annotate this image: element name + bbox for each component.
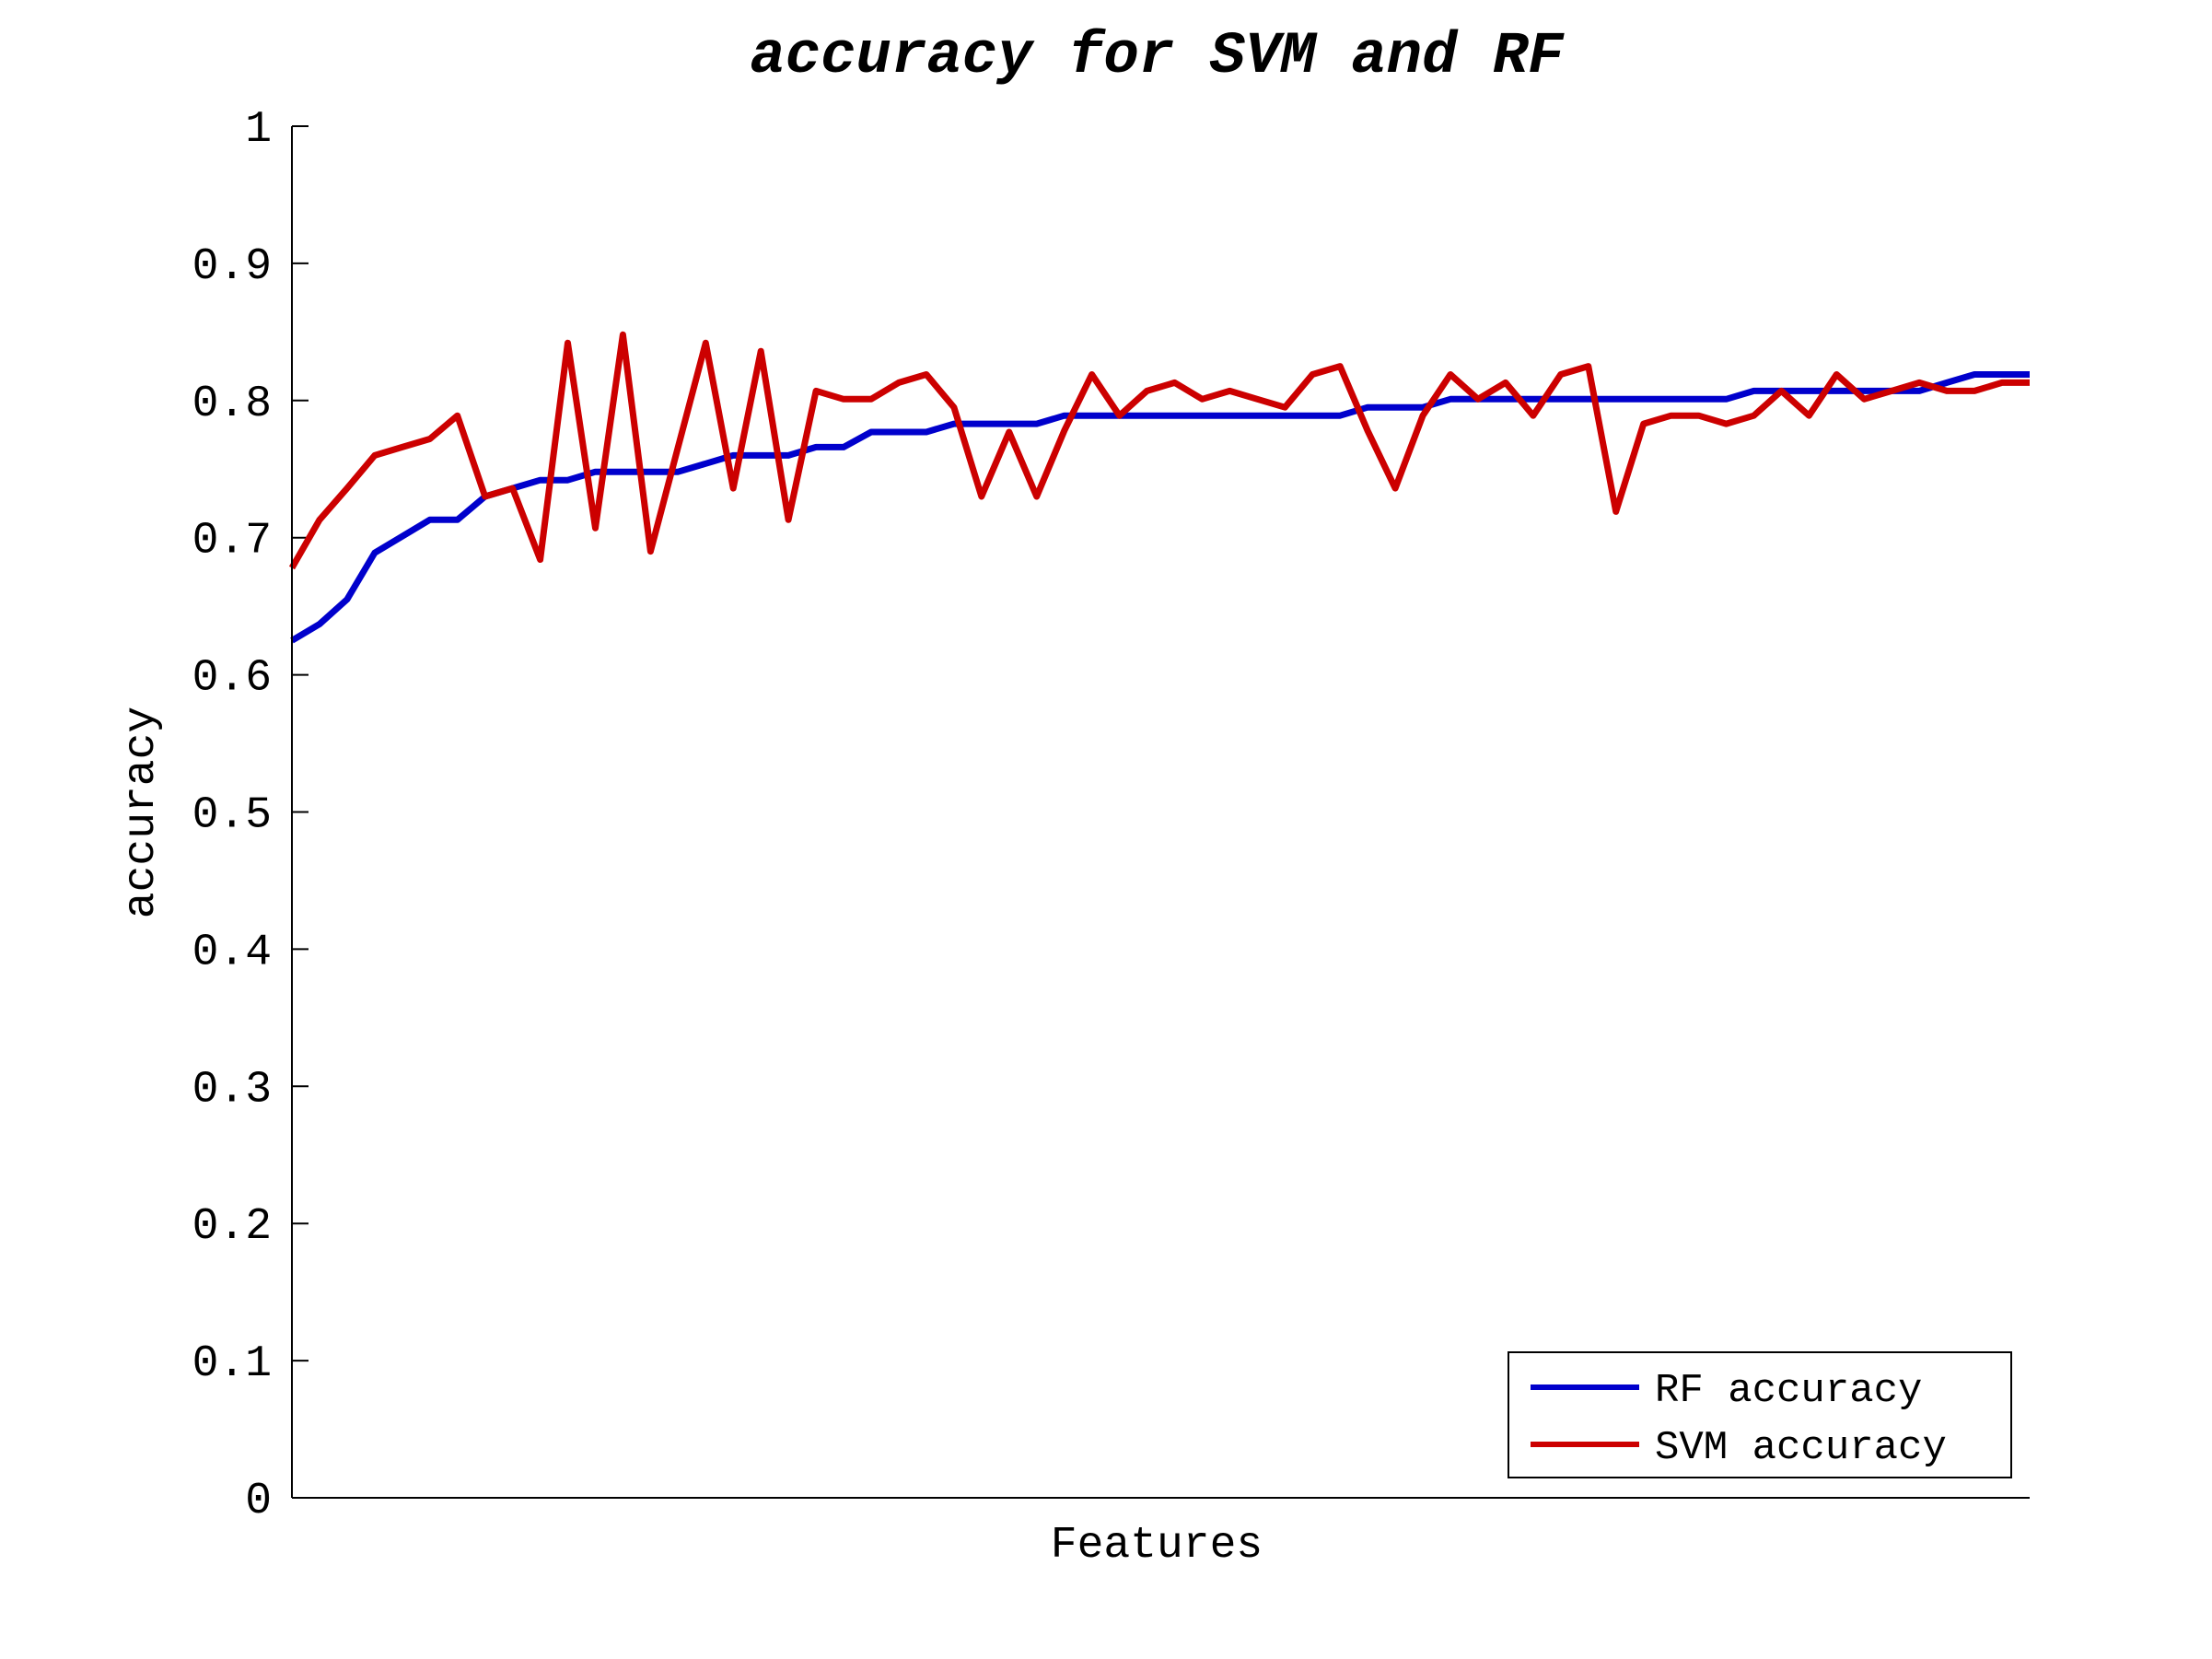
y-tick-label: 0 bbox=[245, 1477, 272, 1526]
y-tick-label: 0.9 bbox=[192, 242, 272, 292]
series-line-svm-accuracy bbox=[288, 331, 2030, 570]
y-tick-label: 0.4 bbox=[192, 928, 272, 977]
x-axis-label: Features bbox=[1051, 1521, 1263, 1571]
y-tick-label: 0.3 bbox=[192, 1065, 272, 1115]
y-tick-label: 1 bbox=[245, 105, 272, 155]
legend-box bbox=[1508, 1351, 2012, 1478]
y-tick-label: 0.7 bbox=[192, 517, 272, 567]
y-axis-label: accuracy bbox=[117, 707, 167, 918]
legend-label-rf: RF accuracy bbox=[1655, 1368, 1922, 1414]
y-tick-label: 0.2 bbox=[192, 1202, 272, 1252]
y-tick-label: 0.5 bbox=[192, 791, 272, 841]
legend-label-svm: SVM accuracy bbox=[1655, 1425, 1947, 1471]
chart-title: accuracy for SVM and RF bbox=[750, 24, 1565, 90]
y-axis-ticks: 0 0.1 0.2 0.3 0.4 0.5 0.6 0.7 0.8 0.9 1 bbox=[192, 105, 309, 1526]
y-tick-label: 0.8 bbox=[192, 380, 272, 429]
y-tick-label: 0.1 bbox=[192, 1339, 272, 1389]
series-line-rf-accuracy bbox=[290, 371, 2030, 644]
legend: RF accuracy SVM accuracy bbox=[1508, 1351, 2012, 1478]
plot-lines bbox=[288, 331, 2030, 644]
y-tick-label: 0.6 bbox=[192, 654, 272, 704]
